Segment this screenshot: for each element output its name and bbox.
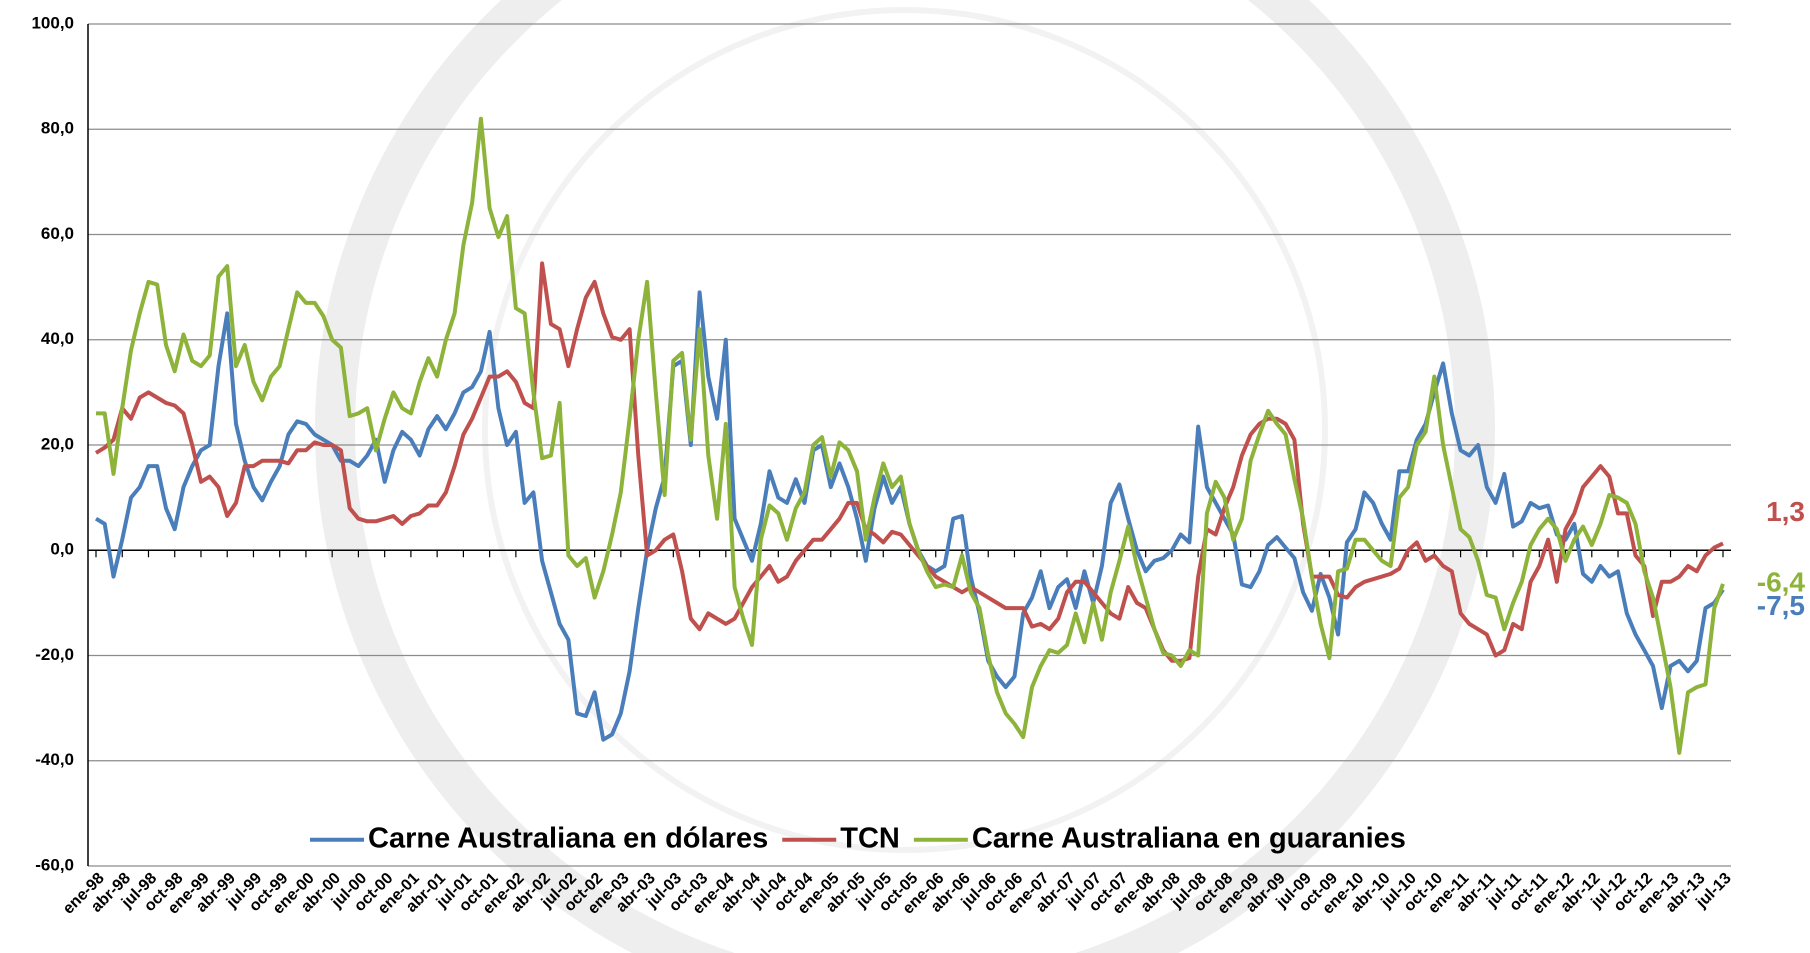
y-tick-label: 0,0 xyxy=(50,540,74,559)
legend-label: TCN xyxy=(840,822,900,854)
legend-label: Carne Australiana en dólares xyxy=(368,822,768,854)
series-line xyxy=(96,116,1725,755)
y-tick-label: 60,0 xyxy=(41,224,74,243)
legend-label: Carne Australiana en guaranies xyxy=(972,822,1406,854)
y-tick-label: 80,0 xyxy=(41,119,74,138)
watermark xyxy=(315,0,1495,953)
y-tick-label: -20,0 xyxy=(35,645,74,664)
y-tick-label: 20,0 xyxy=(41,434,74,453)
series-line xyxy=(94,261,1724,663)
end-label: 1,3 xyxy=(1766,496,1805,527)
y-tick-label: 100,0 xyxy=(31,13,74,32)
y-tick-label: -60,0 xyxy=(35,855,74,874)
y-tick-label: 40,0 xyxy=(41,329,74,348)
end-label: -7,5 xyxy=(1757,590,1805,621)
end-label: -6,4 xyxy=(1757,566,1806,597)
y-tick-label: -40,0 xyxy=(35,750,74,769)
watermark xyxy=(482,7,1328,853)
